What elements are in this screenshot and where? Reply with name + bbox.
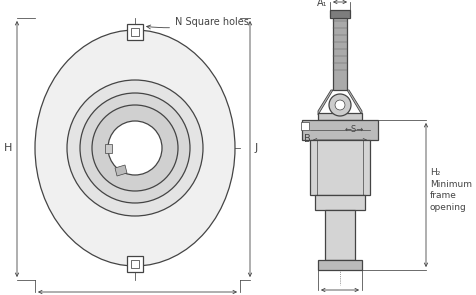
Circle shape bbox=[92, 105, 178, 191]
Text: H₂
Minimum
frame
opening: H₂ Minimum frame opening bbox=[429, 168, 471, 212]
Bar bbox=[127, 24, 143, 40]
Circle shape bbox=[328, 94, 350, 116]
Text: N Square holes: N Square holes bbox=[146, 17, 248, 29]
Bar bbox=[130, 260, 139, 268]
Circle shape bbox=[334, 100, 344, 110]
Circle shape bbox=[108, 121, 162, 175]
Polygon shape bbox=[346, 90, 361, 115]
Text: H: H bbox=[4, 143, 12, 153]
Polygon shape bbox=[317, 90, 332, 115]
Text: A₁: A₁ bbox=[316, 0, 327, 8]
Bar bbox=[130, 28, 139, 36]
Bar bbox=[309, 140, 369, 195]
Bar bbox=[314, 195, 364, 210]
Text: ←S→: ←S→ bbox=[344, 124, 364, 134]
Bar bbox=[332, 18, 346, 90]
Text: B: B bbox=[303, 134, 310, 144]
Bar bbox=[329, 10, 349, 18]
Bar bbox=[301, 120, 377, 140]
Text: J: J bbox=[255, 143, 258, 153]
Bar bbox=[105, 143, 112, 153]
Bar bbox=[317, 260, 361, 270]
Bar bbox=[317, 113, 361, 120]
Circle shape bbox=[80, 93, 189, 203]
Polygon shape bbox=[115, 165, 127, 176]
Bar bbox=[300, 122, 308, 130]
Ellipse shape bbox=[35, 30, 235, 266]
Bar bbox=[324, 210, 354, 260]
Circle shape bbox=[67, 80, 203, 216]
Bar bbox=[127, 256, 143, 272]
